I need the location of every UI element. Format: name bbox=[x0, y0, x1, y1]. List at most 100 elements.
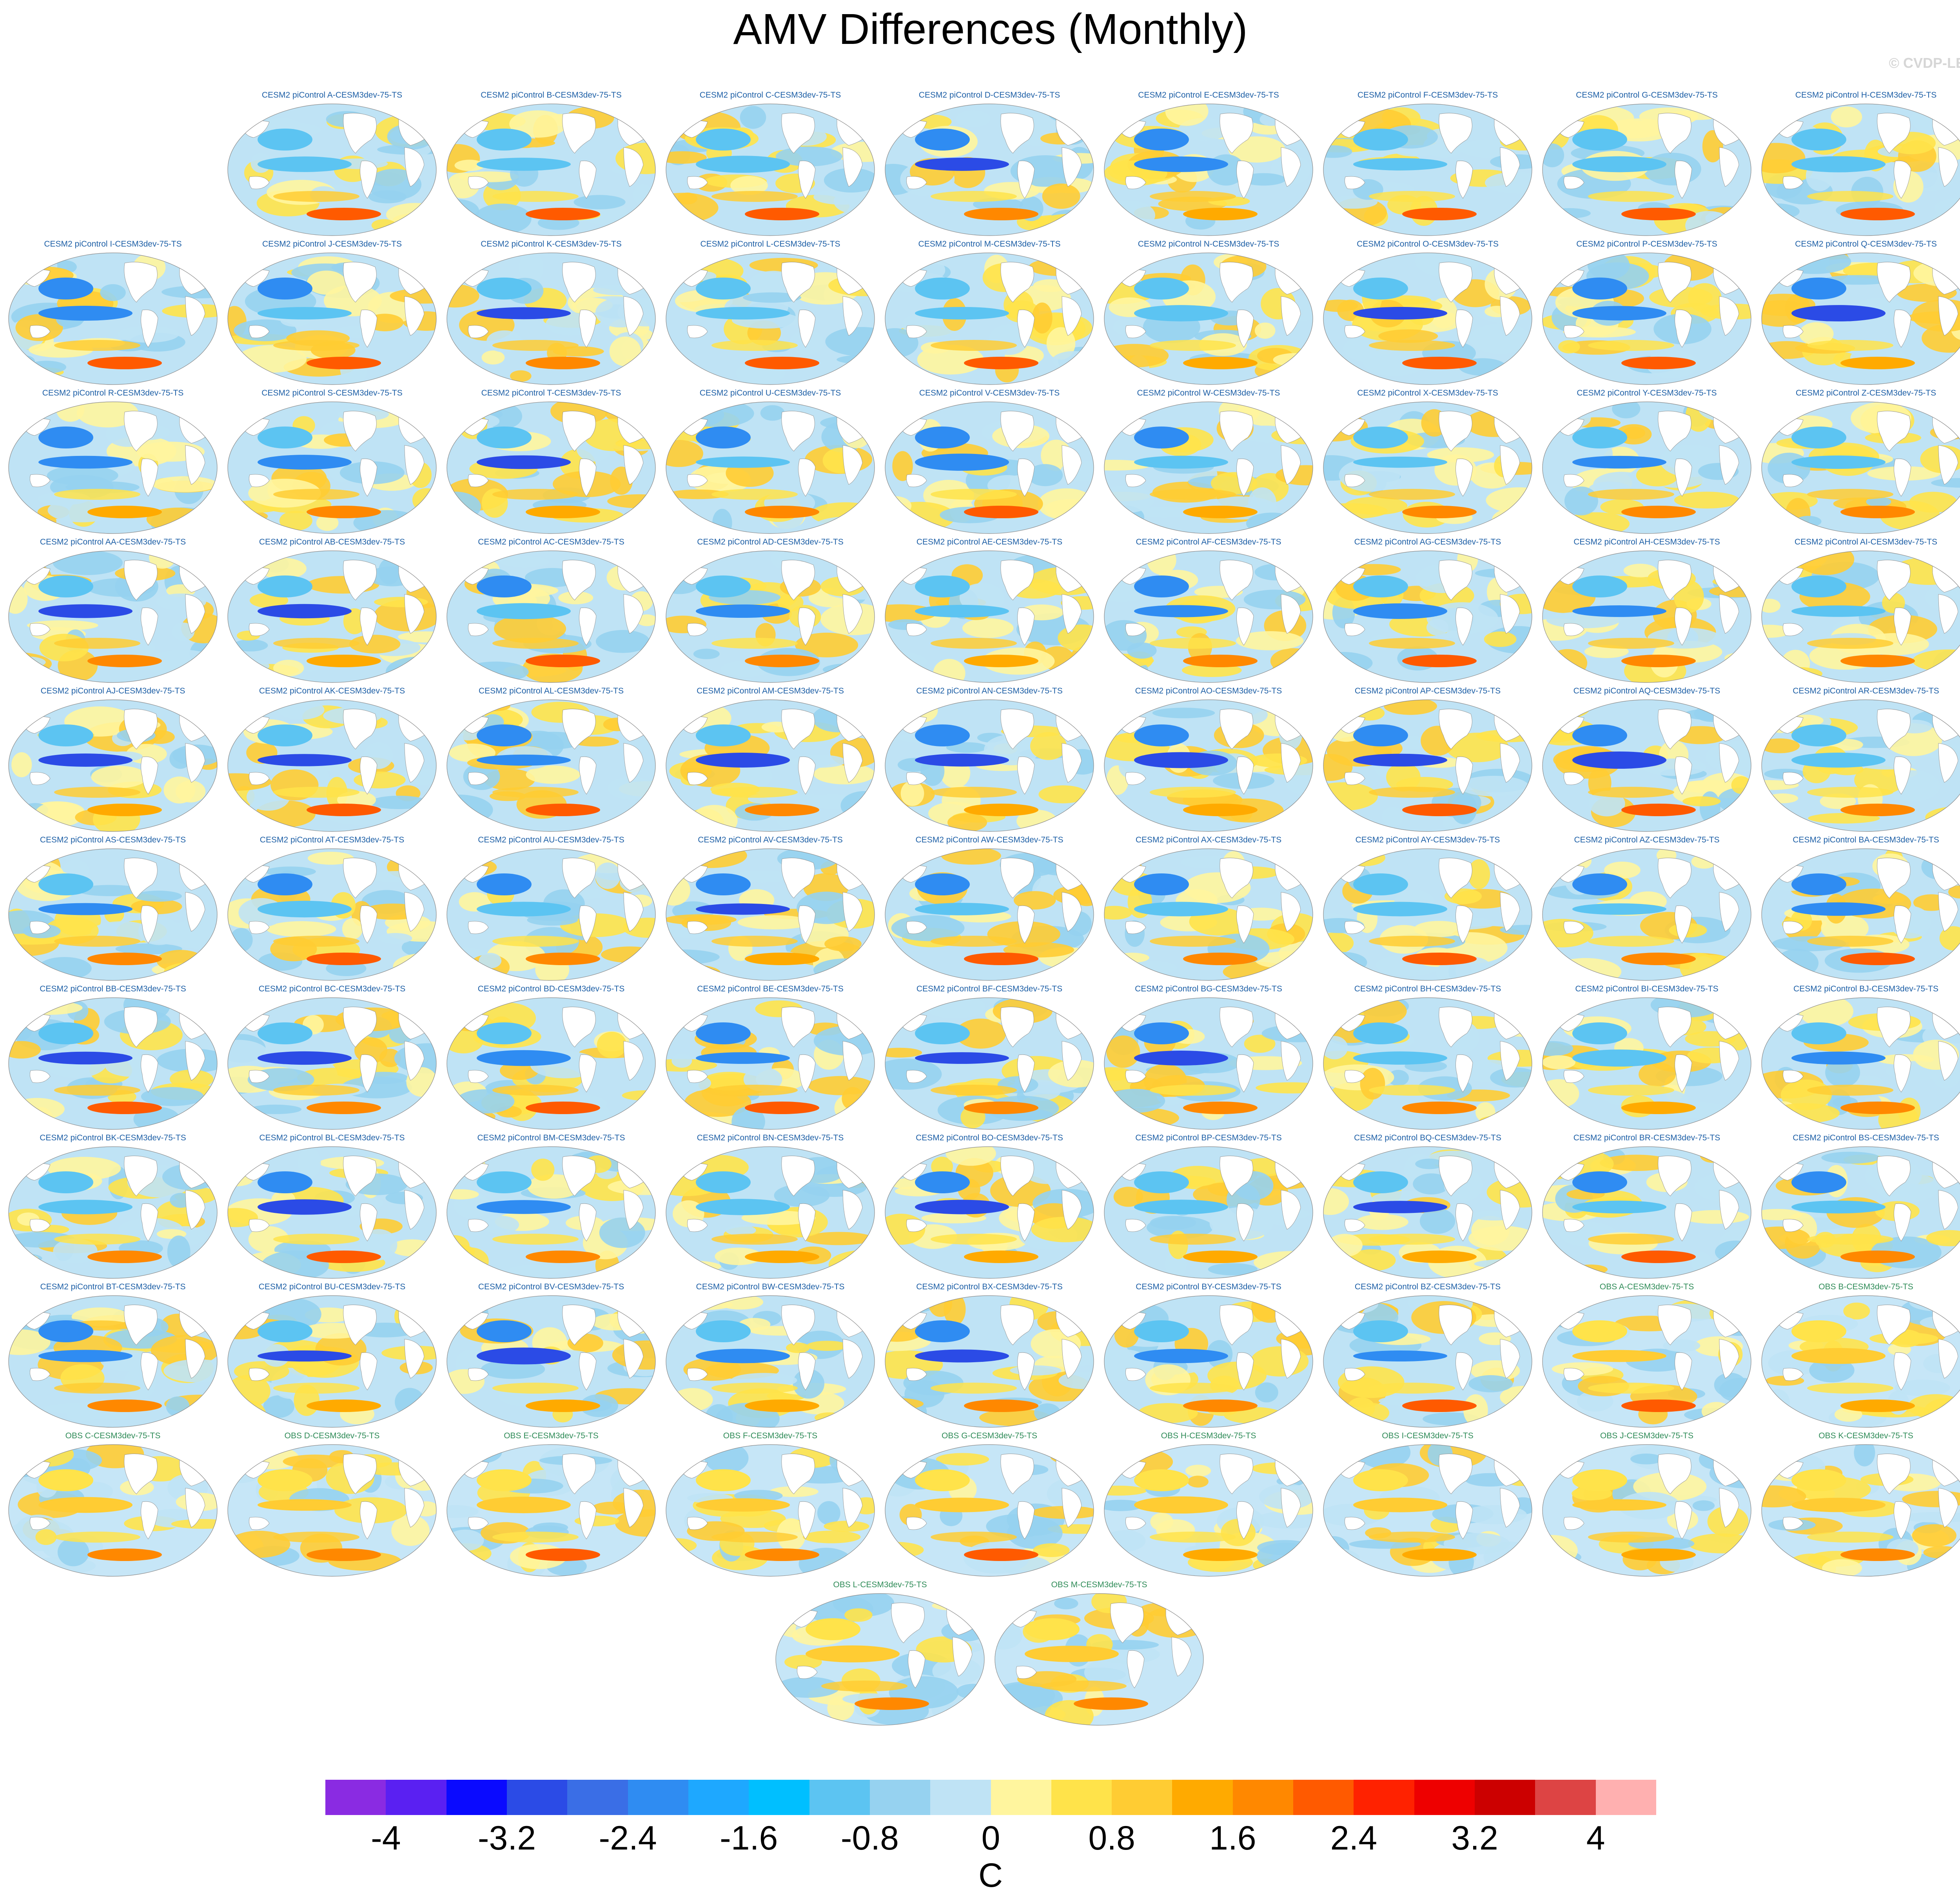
panel-title: CESM2 piControl BK-CESM3dev-75-TS bbox=[7, 1131, 219, 1145]
panel-title: CESM2 piControl A-CESM3dev-75-TS bbox=[226, 88, 438, 102]
panel-title: CESM2 piControl BC-CESM3dev-75-TS bbox=[226, 982, 438, 996]
map-panel: OBS A-CESM3dev-75-TS bbox=[1541, 1280, 1753, 1429]
sst-difference-map bbox=[884, 1294, 1095, 1429]
panel-title: CESM2 piControl X-CESM3dev-75-TS bbox=[1322, 386, 1534, 400]
map-panel: CESM2 piControl A-CESM3dev-75-TS bbox=[226, 88, 438, 237]
panel-title: CESM2 piControl AO-CESM3dev-75-TS bbox=[1103, 684, 1314, 698]
panel-title: CESM2 piControl AA-CESM3dev-75-TS bbox=[7, 535, 219, 549]
panel-title: CESM2 piControl AH-CESM3dev-75-TS bbox=[1541, 535, 1753, 549]
sst-difference-map bbox=[884, 847, 1095, 982]
colorbar-swatch bbox=[628, 1780, 689, 1815]
panel-title: CESM2 piControl AY-CESM3dev-75-TS bbox=[1322, 833, 1534, 847]
map-panel: CESM2 piControl AG-CESM3dev-75-TS bbox=[1322, 535, 1534, 684]
sst-difference-map bbox=[1322, 549, 1534, 684]
map-panel: CESM2 piControl BK-CESM3dev-75-TS bbox=[7, 1131, 219, 1280]
map-panel: CESM2 piControl BS-CESM3dev-75-TS bbox=[1760, 1131, 1960, 1280]
map-panel: CESM2 piControl Z-CESM3dev-75-TS bbox=[1760, 386, 1960, 535]
map-panel: CESM2 piControl AC-CESM3dev-75-TS bbox=[445, 535, 657, 684]
map-panel: CESM2 piControl BM-CESM3dev-75-TS bbox=[445, 1131, 657, 1280]
colorbar-swatch bbox=[809, 1780, 870, 1815]
map-panel: CESM2 piControl BI-CESM3dev-75-TS bbox=[1541, 982, 1753, 1131]
map-panel: CESM2 piControl AJ-CESM3dev-75-TS bbox=[7, 684, 219, 833]
colorbar-tick-label: 3.2 bbox=[1451, 1819, 1498, 1858]
map-panel: CESM2 piControl K-CESM3dev-75-TS bbox=[445, 237, 657, 386]
panel-title: CESM2 piControl AZ-CESM3dev-75-TS bbox=[1541, 833, 1753, 847]
sst-difference-map bbox=[1322, 1443, 1534, 1578]
map-panel: CESM2 piControl W-CESM3dev-75-TS bbox=[1103, 386, 1314, 535]
sst-difference-map bbox=[445, 698, 657, 833]
panel-title: CESM2 piControl BD-CESM3dev-75-TS bbox=[445, 982, 657, 996]
sst-difference-map bbox=[1103, 847, 1314, 982]
map-panel: CESM2 piControl AR-CESM3dev-75-TS bbox=[1760, 684, 1960, 833]
colorbar-swatch bbox=[688, 1780, 749, 1815]
sst-difference-map bbox=[884, 549, 1095, 684]
sst-difference-map bbox=[884, 1145, 1095, 1280]
map-panel: CESM2 piControl M-CESM3dev-75-TS bbox=[884, 237, 1095, 386]
panel-title: CESM2 piControl BL-CESM3dev-75-TS bbox=[226, 1131, 438, 1145]
sst-difference-map bbox=[1103, 251, 1314, 386]
colorbar-tick-label: 4 bbox=[1586, 1819, 1605, 1858]
map-panel: CESM2 piControl S-CESM3dev-75-TS bbox=[226, 386, 438, 535]
sst-difference-map bbox=[226, 400, 438, 535]
panel-title: CESM2 piControl N-CESM3dev-75-TS bbox=[1103, 237, 1314, 251]
map-panel: CESM2 piControl U-CESM3dev-75-TS bbox=[664, 386, 876, 535]
map-panel: CESM2 piControl BT-CESM3dev-75-TS bbox=[7, 1280, 219, 1429]
map-panel: CESM2 piControl F-CESM3dev-75-TS bbox=[1322, 88, 1534, 237]
panel-title: CESM2 piControl BV-CESM3dev-75-TS bbox=[445, 1280, 657, 1294]
sst-difference-map bbox=[1103, 996, 1314, 1131]
sst-difference-map bbox=[445, 102, 657, 237]
panel-title: CESM2 piControl D-CESM3dev-75-TS bbox=[884, 88, 1095, 102]
sst-difference-map bbox=[1760, 102, 1960, 237]
sst-difference-map bbox=[1103, 1443, 1314, 1578]
sst-difference-map bbox=[1760, 847, 1960, 982]
sst-difference-map bbox=[1322, 1294, 1534, 1429]
sst-difference-map bbox=[1541, 996, 1753, 1131]
map-panel: CESM2 piControl BQ-CESM3dev-75-TS bbox=[1322, 1131, 1534, 1280]
panel-title: OBS D-CESM3dev-75-TS bbox=[226, 1429, 438, 1443]
sst-difference-map bbox=[1541, 251, 1753, 386]
panel-title: CESM2 piControl BA-CESM3dev-75-TS bbox=[1760, 833, 1960, 847]
map-panel: OBS G-CESM3dev-75-TS bbox=[884, 1429, 1095, 1578]
sst-difference-map bbox=[445, 1443, 657, 1578]
panel-title: CESM2 piControl BB-CESM3dev-75-TS bbox=[7, 982, 219, 996]
map-panel: OBS L-CESM3dev-75-TS bbox=[774, 1578, 986, 1727]
map-panel: CESM2 piControl BW-CESM3dev-75-TS bbox=[664, 1280, 876, 1429]
colorbar-swatch bbox=[1172, 1780, 1233, 1815]
sst-difference-map bbox=[664, 102, 876, 237]
sst-difference-map bbox=[1322, 1145, 1534, 1280]
panel-title: CESM2 piControl AW-CESM3dev-75-TS bbox=[884, 833, 1095, 847]
map-panel: CESM2 piControl J-CESM3dev-75-TS bbox=[226, 237, 438, 386]
panel-title: CESM2 piControl V-CESM3dev-75-TS bbox=[884, 386, 1095, 400]
panel-title: CESM2 piControl Z-CESM3dev-75-TS bbox=[1760, 386, 1960, 400]
sst-difference-map bbox=[664, 996, 876, 1131]
panel-title: OBS I-CESM3dev-75-TS bbox=[1322, 1429, 1534, 1443]
map-panel: CESM2 piControl AV-CESM3dev-75-TS bbox=[664, 833, 876, 982]
colorbar-tick-label: -2.4 bbox=[599, 1819, 657, 1858]
panel-title: CESM2 piControl AN-CESM3dev-75-TS bbox=[884, 684, 1095, 698]
map-panel: CESM2 piControl BU-CESM3dev-75-TS bbox=[226, 1280, 438, 1429]
panel-title: CESM2 piControl G-CESM3dev-75-TS bbox=[1541, 88, 1753, 102]
panel-title: CESM2 piControl AR-CESM3dev-75-TS bbox=[1760, 684, 1960, 698]
panel-title: CESM2 piControl BR-CESM3dev-75-TS bbox=[1541, 1131, 1753, 1145]
sst-difference-map bbox=[7, 549, 219, 684]
map-panel: CESM2 piControl I-CESM3dev-75-TS bbox=[7, 237, 219, 386]
map-panel: CESM2 piControl AE-CESM3dev-75-TS bbox=[884, 535, 1095, 684]
panel-title: CESM2 piControl AE-CESM3dev-75-TS bbox=[884, 535, 1095, 549]
panel-title: CESM2 piControl BF-CESM3dev-75-TS bbox=[884, 982, 1095, 996]
panel-title: CESM2 piControl C-CESM3dev-75-TS bbox=[664, 88, 876, 102]
panel-title: CESM2 piControl F-CESM3dev-75-TS bbox=[1322, 88, 1534, 102]
map-panel: CESM2 piControl BG-CESM3dev-75-TS bbox=[1103, 982, 1314, 1131]
map-panel: CESM2 piControl BO-CESM3dev-75-TS bbox=[884, 1131, 1095, 1280]
map-panel: CESM2 piControl L-CESM3dev-75-TS bbox=[664, 237, 876, 386]
sst-difference-map bbox=[1541, 102, 1753, 237]
panel-title: OBS C-CESM3dev-75-TS bbox=[7, 1429, 219, 1443]
colorbar-tick-label: -0.8 bbox=[841, 1819, 899, 1858]
colorbar-swatch bbox=[325, 1780, 386, 1815]
colorbar-swatch bbox=[446, 1780, 507, 1815]
panel-title: OBS A-CESM3dev-75-TS bbox=[1541, 1280, 1753, 1294]
map-panel: CESM2 piControl AK-CESM3dev-75-TS bbox=[226, 684, 438, 833]
panel-title: CESM2 piControl Y-CESM3dev-75-TS bbox=[1541, 386, 1753, 400]
sst-difference-map bbox=[7, 847, 219, 982]
map-panel: OBS B-CESM3dev-75-TS bbox=[1760, 1280, 1960, 1429]
panel-title: CESM2 piControl AU-CESM3dev-75-TS bbox=[445, 833, 657, 847]
